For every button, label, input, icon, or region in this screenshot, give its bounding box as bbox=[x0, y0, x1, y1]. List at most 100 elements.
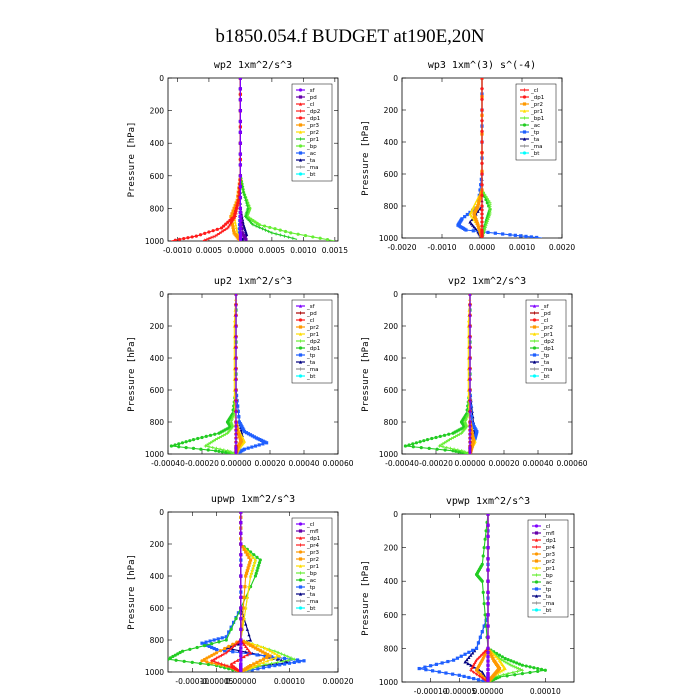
series-point bbox=[463, 215, 467, 219]
series-point bbox=[468, 436, 472, 440]
series-point bbox=[219, 434, 224, 438]
series-point bbox=[226, 220, 230, 224]
series-point bbox=[250, 445, 254, 449]
legend-marker bbox=[532, 374, 537, 378]
series-point bbox=[543, 668, 547, 672]
x-tick-label: 0.00010 bbox=[530, 687, 561, 696]
series-point bbox=[234, 436, 238, 440]
y-tick-label: 1000 bbox=[145, 237, 164, 246]
legend-label: _pr2 bbox=[306, 557, 319, 563]
series-point bbox=[282, 234, 287, 238]
legend-label: _ta bbox=[306, 360, 315, 366]
series-point bbox=[480, 193, 484, 197]
legend-marker bbox=[298, 550, 303, 554]
series-point bbox=[463, 652, 467, 656]
x-tick-label: -0.0010 bbox=[163, 246, 192, 255]
series-point bbox=[480, 216, 484, 220]
legend-marker bbox=[298, 95, 303, 99]
series-point bbox=[248, 550, 253, 554]
series-point bbox=[476, 670, 481, 674]
y-tick-label: 800 bbox=[384, 418, 399, 427]
series-point bbox=[224, 222, 228, 226]
series-group bbox=[170, 78, 336, 241]
series-point bbox=[528, 665, 532, 669]
series-point bbox=[236, 642, 241, 646]
series-point bbox=[254, 571, 258, 575]
series-point bbox=[234, 399, 238, 403]
legend-label: _ma bbox=[542, 601, 554, 607]
legend-label: _sf bbox=[306, 88, 316, 94]
series-point bbox=[486, 546, 490, 550]
x-tick-label: 0.0000 bbox=[227, 246, 253, 255]
series-point bbox=[219, 226, 224, 230]
series-point bbox=[297, 660, 301, 664]
legend-label: _dp2 bbox=[540, 339, 554, 345]
series-point bbox=[210, 653, 214, 658]
series-point bbox=[539, 667, 544, 672]
legend-marker bbox=[534, 524, 539, 528]
series-point bbox=[511, 670, 515, 675]
y-tick-label: 600 bbox=[150, 386, 165, 395]
series-point bbox=[466, 319, 471, 323]
series-point bbox=[180, 441, 185, 445]
series-point bbox=[283, 229, 288, 234]
series-point bbox=[471, 216, 475, 220]
series-point bbox=[438, 434, 442, 438]
series-point bbox=[233, 214, 237, 219]
legend-marker bbox=[532, 304, 537, 308]
series-point bbox=[468, 388, 472, 392]
series-point bbox=[278, 654, 282, 658]
series-point bbox=[478, 196, 482, 200]
x-tick-label: 0.0005 bbox=[259, 246, 285, 255]
series-point bbox=[236, 409, 240, 413]
series-point bbox=[239, 512, 243, 514]
series-point bbox=[515, 666, 519, 670]
series-point bbox=[270, 655, 274, 659]
series-point bbox=[282, 656, 287, 660]
series-point bbox=[517, 662, 522, 666]
series-point bbox=[245, 653, 249, 657]
series-point bbox=[238, 141, 243, 145]
legend-label: _pr2 bbox=[306, 325, 319, 331]
series-point bbox=[234, 428, 238, 432]
series-point bbox=[484, 529, 488, 533]
figure-title: b1850.054.f BUDGET at190E,20N bbox=[215, 26, 485, 47]
legend-marker bbox=[534, 531, 539, 535]
series-point bbox=[257, 443, 261, 447]
series-point bbox=[411, 445, 415, 449]
series-point bbox=[474, 672, 479, 676]
y-tick-label: 600 bbox=[384, 386, 399, 395]
x-tick-label: -0.00010 bbox=[175, 677, 209, 686]
series-point bbox=[484, 194, 488, 198]
series-point bbox=[453, 434, 458, 438]
series-point bbox=[486, 568, 490, 572]
series-point bbox=[430, 669, 435, 673]
series-point bbox=[227, 667, 231, 671]
series-point bbox=[231, 650, 235, 654]
series-point bbox=[480, 119, 484, 123]
series-point bbox=[261, 439, 265, 443]
series-point bbox=[236, 640, 241, 644]
y-tick-label: 200 bbox=[384, 544, 399, 553]
series-point bbox=[486, 667, 490, 672]
legend-marker bbox=[298, 158, 303, 162]
series-point bbox=[226, 226, 230, 230]
series-point bbox=[468, 409, 472, 413]
series-point bbox=[278, 663, 282, 667]
series-point bbox=[231, 620, 236, 624]
series-point bbox=[238, 214, 243, 219]
series-point bbox=[190, 660, 194, 665]
series-point bbox=[452, 658, 456, 662]
legend-label: _dp1 bbox=[540, 346, 554, 352]
legend-marker bbox=[298, 367, 303, 371]
series-point bbox=[267, 229, 271, 234]
series-point bbox=[234, 345, 238, 349]
series-point bbox=[480, 183, 484, 187]
series-point bbox=[469, 214, 473, 218]
series-point bbox=[238, 152, 243, 156]
legend-marker bbox=[522, 116, 527, 120]
series-point bbox=[447, 432, 451, 436]
series-point bbox=[481, 679, 485, 682]
y-tick-label: 600 bbox=[384, 170, 399, 179]
series-point bbox=[267, 665, 271, 669]
